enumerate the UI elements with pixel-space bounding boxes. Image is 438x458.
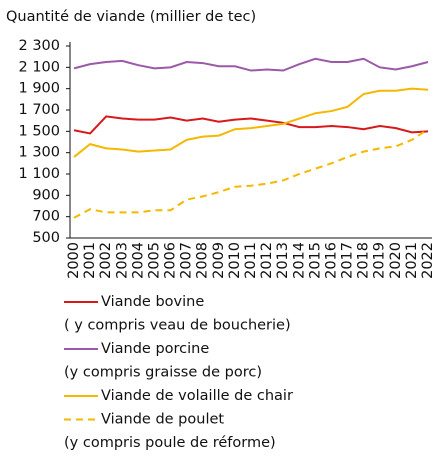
series-line bbox=[73, 128, 429, 219]
x-tick-label: 2012 bbox=[259, 242, 275, 279]
x-tick-label: 2020 bbox=[388, 242, 404, 279]
legend-label: Viande de volaille de chair bbox=[101, 388, 293, 404]
x-tick-label: 2018 bbox=[356, 242, 372, 279]
y-tick-label: 2 100 bbox=[18, 59, 60, 75]
x-tick-label: 2005 bbox=[146, 242, 162, 279]
x-tick-label: 2000 bbox=[66, 242, 82, 279]
chart-title: Quantité de viande (millier de tec) bbox=[6, 9, 256, 25]
x-tick-label: 2004 bbox=[130, 242, 146, 279]
y-tick-label: 1 500 bbox=[18, 123, 60, 139]
x-tick-label: 2022 bbox=[420, 242, 436, 279]
y-tick-label: 700 bbox=[32, 209, 60, 225]
x-tick-label: 2016 bbox=[323, 242, 339, 279]
x-tick-label: 2008 bbox=[195, 242, 211, 279]
x-tick-label: 2002 bbox=[98, 242, 114, 279]
x-tick-label: 2001 bbox=[82, 242, 98, 279]
x-tick-label: 2019 bbox=[372, 242, 388, 279]
legend-label: Viande bovine bbox=[101, 294, 204, 310]
x-tick-label: 2013 bbox=[275, 242, 291, 279]
legend-label: Viande porcine bbox=[101, 341, 209, 357]
legend-detail: (y compris graisse de porc) bbox=[64, 365, 262, 381]
legend-label: Viande de poulet bbox=[101, 412, 224, 428]
y-tick-label: 500 bbox=[32, 230, 60, 246]
x-tick-label: 2021 bbox=[404, 242, 420, 279]
x-tick-label: 2003 bbox=[114, 242, 130, 279]
legend-detail: ( y compris veau de boucherie) bbox=[64, 318, 291, 334]
series-line bbox=[73, 57, 429, 72]
x-tick-label: 2010 bbox=[227, 242, 243, 279]
series-line bbox=[73, 115, 429, 135]
x-tick-label: 2007 bbox=[179, 242, 195, 279]
x-tick-label: 2015 bbox=[307, 242, 323, 279]
legend-detail: (y compris poule de réforme) bbox=[64, 435, 276, 451]
series-line bbox=[73, 87, 429, 158]
x-tick-label: 2014 bbox=[291, 242, 307, 279]
y-tick-label: 1 100 bbox=[18, 166, 60, 182]
x-tick-label: 2017 bbox=[340, 242, 356, 279]
y-tick-label: 2 300 bbox=[18, 38, 60, 54]
x-tick-label: 2009 bbox=[211, 242, 227, 279]
x-tick-label: 2011 bbox=[243, 242, 259, 279]
y-tick-label: 900 bbox=[32, 187, 60, 203]
y-tick-label: 1 700 bbox=[18, 102, 60, 118]
y-tick-label: 1 900 bbox=[18, 81, 60, 97]
x-tick-label: 2006 bbox=[163, 242, 179, 279]
y-tick-label: 1 300 bbox=[18, 145, 60, 161]
